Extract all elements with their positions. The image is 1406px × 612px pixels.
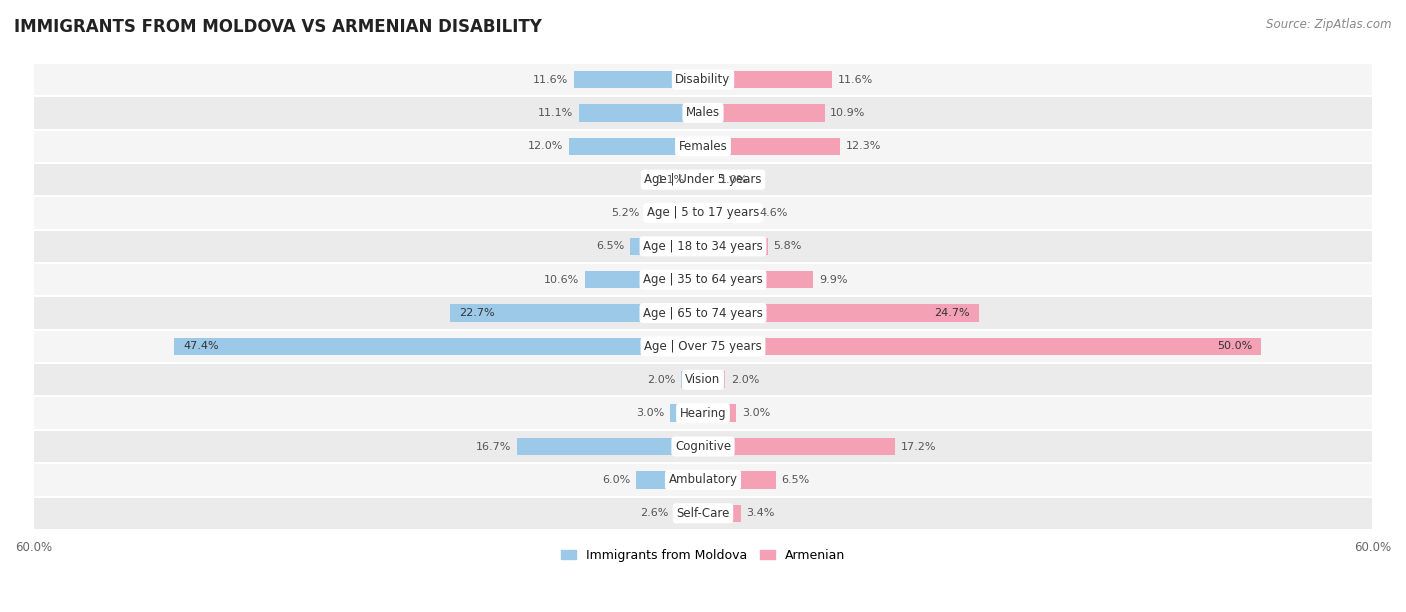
Text: IMMIGRANTS FROM MOLDOVA VS ARMENIAN DISABILITY: IMMIGRANTS FROM MOLDOVA VS ARMENIAN DISA… [14, 18, 541, 36]
Text: 10.6%: 10.6% [544, 275, 579, 285]
Text: 3.0%: 3.0% [742, 408, 770, 418]
Bar [34, 363, 1372, 397]
Text: Age | 18 to 34 years: Age | 18 to 34 years [643, 240, 763, 253]
Bar [645, 204, 703, 222]
Text: 3.4%: 3.4% [747, 508, 775, 518]
Text: 12.3%: 12.3% [846, 141, 882, 151]
Text: Age | Under 5 years: Age | Under 5 years [644, 173, 762, 186]
Bar [703, 204, 755, 222]
Bar [703, 271, 814, 288]
Text: Hearing: Hearing [679, 406, 727, 420]
Bar [579, 104, 703, 122]
Text: 17.2%: 17.2% [900, 441, 936, 452]
Bar [574, 71, 703, 88]
Bar [703, 138, 841, 155]
Bar [516, 438, 703, 455]
Text: Age | 35 to 64 years: Age | 35 to 64 years [643, 273, 763, 286]
Text: Self-Care: Self-Care [676, 507, 730, 520]
Text: 6.5%: 6.5% [596, 241, 624, 252]
Text: Ambulatory: Ambulatory [668, 474, 738, 487]
Bar [690, 171, 703, 188]
Text: 50.0%: 50.0% [1216, 341, 1251, 351]
Bar [630, 237, 703, 255]
Bar [669, 405, 703, 422]
Bar [703, 104, 824, 122]
Bar [703, 71, 832, 88]
Text: 22.7%: 22.7% [458, 308, 495, 318]
Bar [681, 371, 703, 389]
Bar [703, 438, 894, 455]
Bar [34, 230, 1372, 263]
Text: Disability: Disability [675, 73, 731, 86]
Text: Age | Over 75 years: Age | Over 75 years [644, 340, 762, 353]
Bar [174, 338, 703, 355]
Text: 24.7%: 24.7% [934, 308, 970, 318]
Text: Cognitive: Cognitive [675, 440, 731, 453]
Bar [34, 96, 1372, 130]
Text: 1.1%: 1.1% [657, 174, 685, 185]
Bar [34, 397, 1372, 430]
Bar [569, 138, 703, 155]
Bar [703, 371, 725, 389]
Text: 16.7%: 16.7% [475, 441, 512, 452]
Text: 1.0%: 1.0% [720, 174, 748, 185]
Text: 4.6%: 4.6% [759, 208, 789, 218]
Text: 11.1%: 11.1% [538, 108, 574, 118]
Text: 5.2%: 5.2% [612, 208, 640, 218]
Bar [703, 405, 737, 422]
Text: 11.6%: 11.6% [533, 75, 568, 84]
Text: 9.9%: 9.9% [820, 275, 848, 285]
Text: Source: ZipAtlas.com: Source: ZipAtlas.com [1267, 18, 1392, 31]
Bar [450, 304, 703, 322]
Text: 2.0%: 2.0% [647, 375, 675, 385]
Text: 10.9%: 10.9% [830, 108, 866, 118]
Bar [636, 471, 703, 488]
Bar [585, 271, 703, 288]
Bar [34, 163, 1372, 196]
Bar [703, 338, 1261, 355]
Text: Males: Males [686, 106, 720, 119]
Text: 12.0%: 12.0% [529, 141, 564, 151]
Text: Age | 65 to 74 years: Age | 65 to 74 years [643, 307, 763, 319]
Text: 2.0%: 2.0% [731, 375, 759, 385]
Bar [34, 496, 1372, 530]
Bar [703, 504, 741, 522]
Bar [703, 304, 979, 322]
Bar [703, 171, 714, 188]
Text: 5.8%: 5.8% [773, 241, 801, 252]
Bar [34, 330, 1372, 363]
Bar [673, 504, 703, 522]
Bar [34, 263, 1372, 296]
Bar [34, 130, 1372, 163]
Bar [34, 463, 1372, 496]
Text: Vision: Vision [685, 373, 721, 386]
Bar [34, 63, 1372, 96]
Bar [703, 471, 776, 488]
Text: Females: Females [679, 140, 727, 153]
Text: 3.0%: 3.0% [636, 408, 664, 418]
Legend: Immigrants from Moldova, Armenian: Immigrants from Moldova, Armenian [555, 544, 851, 567]
Text: 2.6%: 2.6% [640, 508, 668, 518]
Text: 6.0%: 6.0% [602, 475, 630, 485]
Bar [34, 296, 1372, 330]
Bar [34, 196, 1372, 230]
Bar [34, 430, 1372, 463]
Text: 11.6%: 11.6% [838, 75, 873, 84]
Bar [703, 237, 768, 255]
Text: 6.5%: 6.5% [782, 475, 810, 485]
Text: 47.4%: 47.4% [183, 341, 219, 351]
Text: Age | 5 to 17 years: Age | 5 to 17 years [647, 206, 759, 220]
